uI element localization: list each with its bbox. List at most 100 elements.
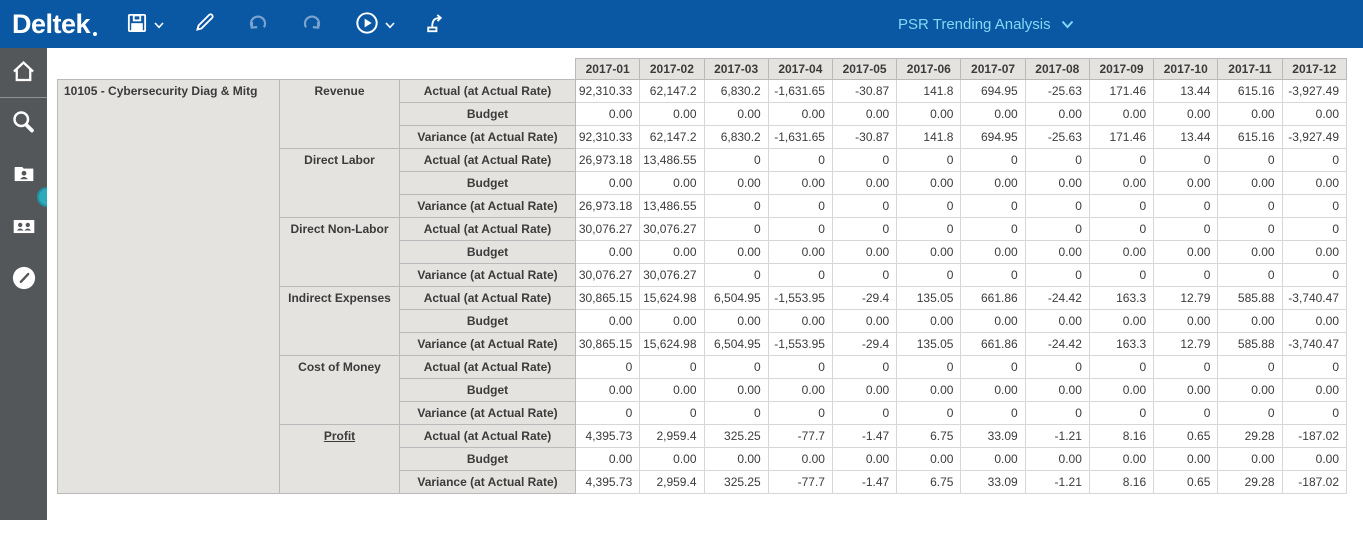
edit-button[interactable]	[190, 8, 219, 40]
value-cell: -1.47	[831, 424, 898, 448]
value-cell: 0	[831, 217, 898, 241]
export-button[interactable]	[421, 8, 451, 41]
category-label: Cost of Money	[298, 360, 381, 374]
value-cell: 8.16	[1088, 424, 1155, 448]
table-row: Profit Actual (at Actual Rate) 4,395.73 2,9…	[58, 424, 1348, 494]
value-cell: -25.63	[1024, 125, 1090, 149]
sidebar-item-time[interactable]	[0, 256, 47, 302]
measure-label-cell: Actual (at Actual Rate)	[398, 286, 577, 310]
value-cell: 0.00	[1281, 102, 1348, 126]
value-cell: 0	[1088, 355, 1155, 379]
value-cell: 0.00	[831, 240, 898, 264]
redo-button[interactable]	[297, 8, 327, 41]
measure-label-cell: Variance (at Actual Rate)	[398, 263, 577, 287]
value-cell: 661.86	[960, 332, 1026, 356]
sidebar	[0, 48, 47, 520]
value-cell: 0	[1153, 263, 1219, 287]
table-row: Variance (at Actual Rate) 26,973.18 13,486…	[58, 194, 1348, 218]
measure-label-cell: Budget	[398, 309, 577, 333]
category-label: Indirect Expenses	[288, 291, 391, 305]
value-cell: 0.00	[1217, 171, 1283, 195]
value-cell: 0	[1217, 194, 1283, 218]
value-cell: 29.28	[1217, 470, 1283, 494]
value-cell: 0.65	[1153, 424, 1219, 448]
run-report-button[interactable]	[351, 7, 397, 42]
sidebar-item-employee[interactable]	[0, 152, 47, 198]
table-row: Budget 0.00 0.00 0.00 0.00 0.00 0.00 0.00 0.00 0.…	[58, 171, 1348, 195]
report-selector-dropdown[interactable]: PSR Trending Analysis	[898, 0, 1074, 48]
value-cell: 26,973.18	[575, 194, 641, 218]
value-cell: 0	[1153, 355, 1219, 379]
value-cell: 0	[1281, 148, 1348, 172]
value-cell: 0	[767, 263, 833, 287]
value-cell: 0	[960, 194, 1026, 218]
value-cell: 0	[703, 194, 769, 218]
value-cell: 0.00	[575, 309, 641, 333]
measure-label-cell: Budget	[398, 102, 577, 126]
table-row: Variance (at Actual Rate) 30,865.15 15,624…	[58, 332, 1348, 356]
chevron-down-icon	[1061, 16, 1074, 33]
sidebar-item-employees[interactable]	[0, 204, 47, 250]
value-cell: 30,865.15	[575, 332, 641, 356]
value-cell: 141.8	[896, 125, 962, 149]
value-cell: 0.00	[1217, 240, 1283, 264]
value-cell: 0.00	[1024, 240, 1090, 264]
value-cell: 0.00	[639, 447, 705, 471]
value-cell: 0	[1153, 401, 1219, 425]
value-cell: 0	[767, 194, 833, 218]
value-cell: 0	[767, 355, 833, 379]
value-cell: 0	[639, 401, 705, 425]
value-cell: 33.09	[960, 470, 1026, 494]
value-cell: 171.46	[1088, 125, 1155, 149]
chevron-down-icon	[154, 17, 164, 32]
value-cell: 0	[1281, 263, 1348, 287]
project-cell: 10105 - Cybersecurity Diag & Mitg	[57, 79, 280, 494]
sidebar-item-search[interactable]	[0, 100, 47, 146]
value-cell: 163.3	[1088, 332, 1155, 356]
value-cell: 0.00	[639, 171, 705, 195]
save-button[interactable]	[122, 8, 166, 41]
category-label: Direct Labor	[304, 153, 375, 167]
value-cell: 8.16	[1088, 470, 1155, 494]
value-cell: 0.00	[639, 102, 705, 126]
value-cell: 0.00	[575, 102, 641, 126]
save-icon	[124, 10, 150, 39]
value-cell: 92,310.33	[575, 125, 641, 149]
value-cell: 0	[831, 263, 898, 287]
category-profit-link[interactable]: Profit	[323, 429, 356, 443]
sidebar-item-home[interactable]	[0, 48, 47, 98]
employee-folder-icon	[11, 161, 37, 190]
run-report-icon	[353, 9, 381, 40]
value-cell: 30,076.27	[639, 263, 705, 287]
measure-label-cell: Variance (at Actual Rate)	[398, 332, 577, 356]
value-cell: -1,631.65	[767, 125, 833, 149]
value-cell: 0.00	[703, 378, 769, 402]
value-cell: 30,076.27	[575, 217, 641, 241]
value-cell: 12.79	[1153, 286, 1219, 310]
time-clock-icon	[10, 264, 38, 295]
month-header: 2017-06	[896, 58, 962, 80]
value-cell: -29.4	[831, 286, 898, 310]
value-cell: 13.44	[1153, 79, 1219, 103]
month-header: 2017-01	[575, 58, 641, 80]
value-cell: 0.00	[831, 447, 898, 471]
value-cell: 0.00	[703, 102, 769, 126]
category-cell: Profit	[279, 424, 400, 494]
value-cell: 0.00	[1024, 171, 1090, 195]
value-cell: 0.00	[831, 102, 898, 126]
undo-button[interactable]	[243, 8, 273, 41]
measure-label-cell: Actual (at Actual Rate)	[398, 355, 577, 379]
measure-label-cell: Variance (at Actual Rate)	[398, 470, 577, 494]
table-row: Direct Non-Labor Actual (at Actual Rate) 3…	[58, 217, 1348, 287]
value-cell: 135.05	[896, 332, 962, 356]
value-cell: 15,624.98	[639, 332, 705, 356]
value-cell: 0	[831, 194, 898, 218]
category-label: Direct Non-Labor	[290, 222, 389, 236]
category-cell: Direct Non-Labor	[279, 217, 400, 287]
value-cell: 0	[1217, 401, 1283, 425]
value-cell: 0	[831, 355, 898, 379]
value-cell: 0	[703, 355, 769, 379]
value-cell: 0	[960, 401, 1026, 425]
value-cell: -77.7	[767, 470, 833, 494]
value-cell: 0.00	[767, 102, 833, 126]
